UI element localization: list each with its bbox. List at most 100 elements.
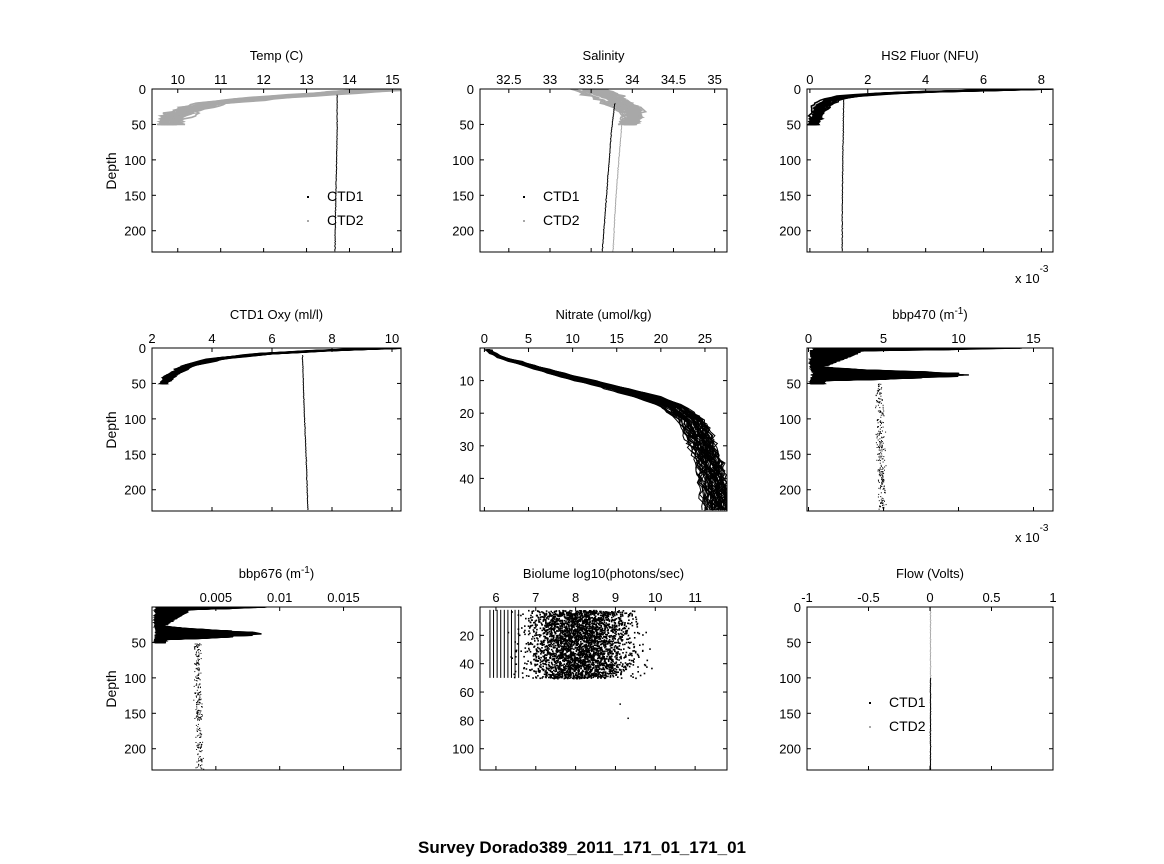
data-point <box>594 669 596 671</box>
data-point <box>603 658 606 661</box>
data-point <box>335 212 337 213</box>
data-point <box>843 131 844 133</box>
axes-box <box>806 347 1054 512</box>
data-point <box>582 626 585 628</box>
data-point <box>535 670 537 673</box>
chart-title: Nitrate (umol/kg) <box>555 307 651 322</box>
data-point <box>613 231 615 232</box>
plot-area <box>152 348 401 511</box>
data-point <box>560 675 563 678</box>
data-point <box>609 144 611 145</box>
data-point <box>603 225 605 227</box>
data-point <box>601 653 603 655</box>
data-point <box>880 411 881 412</box>
data-point <box>586 634 589 636</box>
data-point <box>597 635 599 638</box>
data-point <box>879 471 881 473</box>
data-point <box>603 621 606 624</box>
data-point <box>550 627 552 629</box>
data-point <box>602 239 604 241</box>
data-point <box>302 367 304 368</box>
data-point <box>609 149 611 151</box>
data-point <box>622 668 625 671</box>
data-point <box>566 642 568 644</box>
data-point <box>304 429 306 431</box>
data-point <box>531 643 534 646</box>
data-point <box>578 625 581 627</box>
data-point <box>302 389 304 391</box>
data-point <box>842 122 844 124</box>
data-point <box>536 614 538 617</box>
data-point <box>590 673 593 675</box>
data-point <box>200 710 202 712</box>
data-point <box>336 138 338 140</box>
data-point <box>879 410 881 411</box>
data-point <box>882 483 884 485</box>
data-point <box>622 610 625 612</box>
data-point <box>561 612 563 615</box>
data-point <box>196 715 198 717</box>
data-point <box>571 614 574 616</box>
data-point <box>554 624 556 626</box>
data-point <box>616 664 618 667</box>
data-point <box>538 619 540 621</box>
data-point <box>590 617 593 619</box>
data-point <box>841 183 843 185</box>
data-point <box>631 621 633 624</box>
data-point <box>542 644 545 646</box>
data-point <box>568 663 571 666</box>
chart-title-text: bbp676 (m <box>239 566 301 581</box>
data-point <box>304 423 306 425</box>
data-point <box>335 187 337 189</box>
data-point <box>842 176 844 178</box>
data-point <box>593 634 596 637</box>
data-point <box>558 654 561 657</box>
data-point <box>595 618 598 621</box>
data-point <box>880 411 882 413</box>
data-point <box>581 630 584 632</box>
data-point <box>613 217 615 219</box>
data-point <box>614 220 616 221</box>
data-point <box>883 456 885 458</box>
data-point <box>878 453 880 455</box>
data-point <box>546 629 548 631</box>
data-point <box>605 626 608 628</box>
data-point <box>627 646 630 649</box>
data-point <box>543 654 546 657</box>
x-tick-label: 13 <box>299 72 313 87</box>
data-point <box>609 148 611 150</box>
data-point <box>196 761 198 763</box>
data-point <box>617 165 619 167</box>
data-point <box>841 248 843 250</box>
data-point <box>547 668 549 670</box>
data-point <box>614 223 615 225</box>
data-point <box>561 675 564 678</box>
data-point <box>196 711 198 713</box>
data-point <box>626 638 628 641</box>
data-point <box>577 635 579 637</box>
data-point <box>606 186 608 188</box>
data-point <box>577 636 579 638</box>
data-point <box>594 642 597 644</box>
data-point <box>615 204 616 206</box>
data-point <box>201 743 203 745</box>
data-point <box>536 624 538 626</box>
data-point <box>302 355 304 357</box>
data-point <box>603 676 605 679</box>
data-point <box>596 645 599 648</box>
data-point <box>624 643 626 646</box>
data-point <box>613 109 615 111</box>
data-point <box>577 666 580 669</box>
data-point <box>334 243 336 245</box>
data-point <box>633 610 636 613</box>
data-point <box>610 640 613 643</box>
data-point <box>585 616 587 618</box>
data-point <box>334 245 336 247</box>
data-point <box>879 488 881 490</box>
data-point <box>841 197 843 199</box>
data-point <box>591 619 594 622</box>
axis-exponent-base: x 10 <box>1015 530 1040 545</box>
data-point <box>612 117 614 119</box>
data-point <box>882 481 884 483</box>
data-point <box>336 112 338 114</box>
